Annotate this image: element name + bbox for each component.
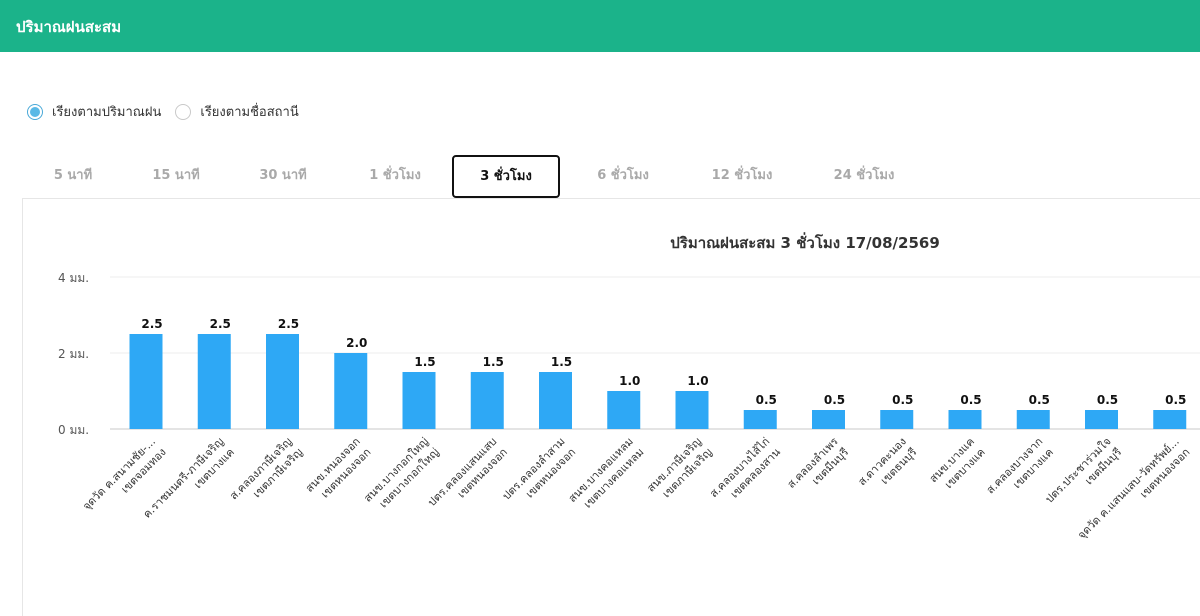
tab-6-hours[interactable]: 6 ชั่วโมง	[597, 168, 649, 183]
tab-15-min[interactable]: 15 นาที	[152, 168, 200, 183]
sort-by-station-name-label: เรียงตามชื่อสถานี	[200, 105, 299, 120]
tab-1-hour[interactable]: 1 ชั่วโมง	[369, 168, 421, 183]
sort-by-rainfall-radio[interactable]: เรียงตามปริมาณฝน	[27, 101, 161, 122]
tab-12-hours[interactable]: 12 ชั่วโมง	[711, 168, 773, 183]
sort-by-station-name-radio[interactable]: เรียงตามชื่อสถานี	[175, 101, 299, 122]
tab-30-min[interactable]: 30 นาที	[259, 168, 307, 183]
header-bar: ปริมาณฝนสะสม	[0, 0, 1200, 52]
tab-3-hours[interactable]: 3 ชั่วโมง	[452, 155, 560, 198]
radio-unchecked-icon	[175, 103, 192, 120]
tab-5-min[interactable]: 5 นาที	[53, 168, 93, 183]
chart-panel	[22, 198, 1200, 616]
radio-checked-icon	[27, 103, 43, 120]
tab-24-hours[interactable]: 24 ชั่วโมง	[833, 168, 895, 183]
sort-by-rainfall-label: เรียงตามปริมาณฝน	[52, 105, 162, 120]
sort-options: เรียงตามปริมาณฝน เรียงตามชื่อสถานี	[27, 101, 313, 122]
page-title: ปริมาณฝนสะสม	[16, 18, 122, 36]
period-tabs: 5 นาที 15 นาที 30 นาที 1 ชั่วโมง 3 ชั่วโ…	[0, 155, 1200, 199]
